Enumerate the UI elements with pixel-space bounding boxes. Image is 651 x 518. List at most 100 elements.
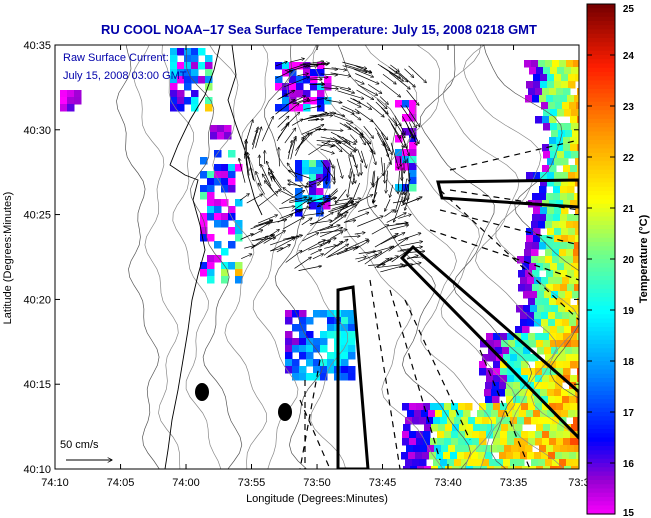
sst-cell (320, 366, 328, 374)
y-tick-label: 40:15 (23, 379, 51, 391)
current-vector (244, 245, 254, 249)
sst-cell (207, 234, 215, 242)
current-vector (332, 136, 356, 152)
sst-cell (494, 466, 502, 469)
sst-cell (348, 317, 356, 325)
sst-cell (414, 410, 422, 418)
sst-cell (170, 55, 178, 63)
sst-cell (514, 438, 522, 446)
sst-cell (563, 431, 571, 439)
sst-cell (534, 319, 542, 327)
sst-cell (538, 417, 546, 425)
current-vector (408, 122, 419, 143)
sst-cell (455, 445, 463, 453)
colorbar-step (587, 454, 615, 460)
sst-cell (217, 132, 225, 140)
sst-cell (228, 206, 236, 214)
sst-cell (543, 109, 551, 117)
sst-cell (309, 202, 317, 210)
sst-cell (577, 88, 579, 96)
sst-cell (309, 167, 317, 175)
sst-cell (306, 331, 314, 339)
sst-cell (489, 354, 497, 362)
sst-cell (296, 76, 304, 84)
sst-cell (557, 151, 565, 159)
current-vector (284, 64, 306, 72)
colorbar-step (587, 55, 615, 60)
sst-cell (541, 396, 549, 404)
sst-cell (558, 347, 566, 355)
current-vector (316, 145, 333, 146)
sst-cell (214, 164, 222, 172)
sst-cell (514, 368, 522, 376)
sst-cell (518, 270, 526, 278)
current-vector (308, 141, 330, 156)
sst-cell (483, 445, 491, 453)
colorbar-step (587, 220, 615, 226)
current-vector (366, 102, 384, 117)
sst-cell (542, 298, 550, 306)
sst-cell (170, 97, 178, 105)
sst-cell (458, 431, 466, 439)
sst-cell (569, 277, 577, 285)
sst-cell (441, 445, 449, 453)
sst-cell (507, 431, 515, 439)
current-vector (336, 247, 359, 255)
current-vector (403, 198, 420, 205)
sst-cell (508, 340, 516, 348)
sst-cell (480, 466, 488, 469)
sst-cell (402, 438, 410, 446)
sst-cell (316, 188, 324, 196)
sst-cell (546, 242, 554, 250)
sst-cell (563, 144, 571, 152)
sst-cell (457, 452, 465, 460)
colorbar-tick-label: 22 (623, 153, 635, 164)
sst-cell (563, 361, 571, 369)
current-vector (398, 233, 421, 242)
sst-cell (548, 382, 556, 390)
sst-cell (285, 331, 293, 339)
sst-cell (348, 366, 356, 374)
current-vector (261, 116, 273, 142)
sst-cell (395, 184, 403, 192)
sst-cell (214, 213, 222, 221)
colorbar-step (587, 216, 615, 222)
sst-cell (327, 331, 335, 339)
sst-cell (207, 199, 215, 207)
sst-cell (559, 256, 567, 264)
sst-cell (551, 130, 559, 138)
current-vector (320, 160, 335, 181)
sst-cell (531, 249, 539, 257)
current-vector (405, 105, 420, 126)
sst-cell (553, 445, 561, 453)
current-vector (375, 127, 389, 151)
sst-cell (564, 67, 572, 75)
sst-cell (408, 452, 416, 460)
beam-line (299, 359, 321, 469)
sst-cell (526, 410, 534, 418)
sst-cell (177, 62, 185, 70)
beam-line (369, 279, 401, 469)
sst-cell (556, 368, 564, 376)
sst-cell (444, 438, 452, 446)
sst-cell (539, 445, 547, 453)
sst-cell (348, 345, 356, 353)
current-vector (336, 239, 348, 247)
sst-cell (433, 459, 441, 467)
sst-cell (563, 88, 571, 96)
current-vector (307, 119, 319, 121)
colorbar-step (587, 4, 615, 9)
colorbar-step (587, 450, 615, 456)
colorbar-step (587, 114, 615, 120)
sst-cell (412, 459, 420, 467)
current-vector (268, 220, 287, 224)
current-vector (355, 65, 372, 73)
sst-cell (471, 452, 479, 460)
sst-cell (535, 368, 543, 376)
sst-cell (309, 181, 317, 189)
current-vector (322, 68, 338, 69)
sst-cell (561, 74, 569, 82)
current-vector (316, 129, 343, 130)
sst-cell (444, 431, 452, 439)
sst-cell (566, 221, 574, 229)
